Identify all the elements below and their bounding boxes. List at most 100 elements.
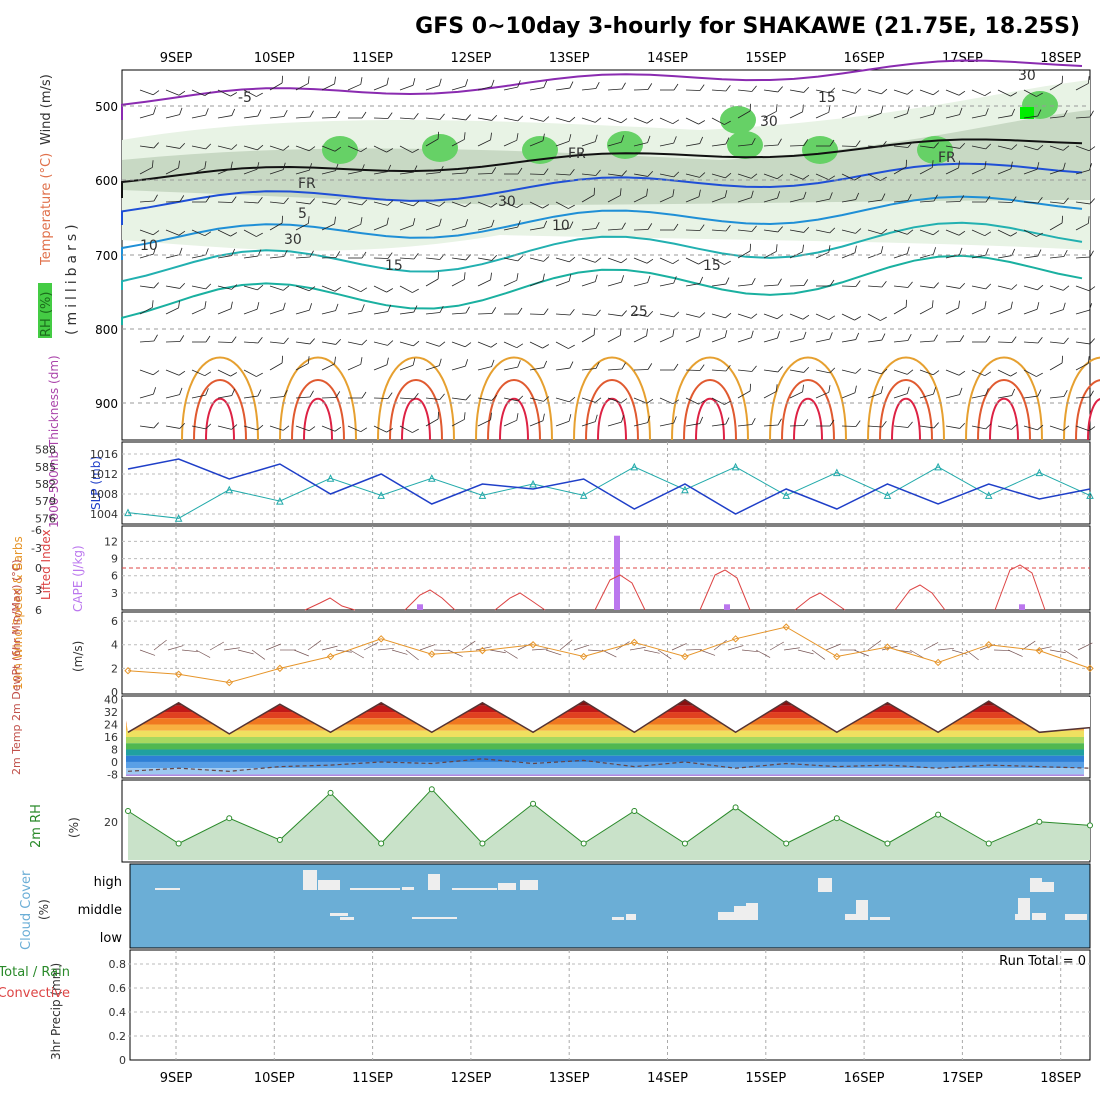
- barb-flag: [673, 363, 679, 371]
- wind-barb: [945, 335, 965, 343]
- barb-flag: [699, 312, 706, 318]
- barb-shaft: [737, 197, 752, 203]
- barb-flag: [387, 112, 393, 119]
- barb-shaft: [659, 335, 673, 343]
- barb-flag: [828, 315, 836, 321]
- barb-shaft: [581, 421, 596, 427]
- barb-flag: [672, 399, 680, 405]
- wind-barb: [737, 137, 756, 147]
- wind-barb: [815, 227, 836, 234]
- barb-flag: [906, 386, 910, 394]
- cloud-bar: [612, 917, 624, 920]
- barb-flag: [178, 90, 186, 96]
- wind-barb: [348, 391, 367, 399]
- wind-barb: [997, 108, 1016, 119]
- barb-shaft: [165, 394, 180, 399]
- barb-flag: [619, 188, 622, 196]
- barb-shaft: [477, 419, 491, 427]
- barb-flag: [959, 247, 963, 255]
- wind10-barb: [139, 649, 156, 656]
- temp-band: [126, 730, 1084, 737]
- cloud-bar: [318, 880, 340, 890]
- barb-shaft: [1023, 115, 1038, 119]
- barb-shaft: [529, 87, 544, 91]
- barb-flag: [620, 258, 628, 264]
- day-label-bottom: 12SEP: [450, 1071, 491, 1086]
- wind-barb: [841, 332, 860, 343]
- wind-barb: [737, 243, 751, 259]
- rh2m-label: 2m RH: [29, 804, 44, 848]
- wind-barb: [763, 313, 784, 320]
- barb-flag: [465, 219, 469, 227]
- wind10-barb: [251, 649, 266, 660]
- wind-barb: [581, 309, 601, 316]
- barb-shaft: [503, 649, 518, 659]
- barb-shaft: [1049, 396, 1064, 399]
- wind-barb: [295, 216, 310, 231]
- barb-flag: [151, 160, 154, 168]
- barb-flag: [386, 77, 389, 85]
- barb-shaft: [581, 141, 596, 147]
- barb-shaft: [251, 649, 266, 660]
- barb-shaft: [919, 340, 934, 343]
- wind-barb: [269, 215, 283, 231]
- barb-flag: [1063, 337, 1069, 344]
- barb-shaft: [373, 425, 387, 433]
- wind-barb: [893, 141, 913, 148]
- barb-shaft: [1049, 145, 1064, 151]
- wind-barb: [451, 394, 471, 401]
- barb-shaft: [737, 250, 751, 259]
- cloud-bar: [520, 880, 538, 890]
- barb-flag: [803, 419, 809, 426]
- barb-flag: [1036, 92, 1043, 97]
- wind-barb: [789, 279, 809, 287]
- barb-flag: [594, 274, 598, 282]
- thickness-point: [833, 468, 841, 477]
- barb-flag: [829, 227, 836, 234]
- wind-barb: [425, 393, 445, 400]
- barb-shaft: [867, 112, 882, 119]
- wind-barb: [685, 397, 706, 405]
- barb-shaft: [893, 200, 908, 203]
- wind-barb: [815, 367, 836, 374]
- barb-flag: [439, 165, 444, 173]
- barb-flag: [621, 310, 627, 317]
- wind-barb: [1023, 337, 1043, 344]
- barb-shaft: [243, 341, 258, 344]
- barb-flag: [646, 398, 654, 404]
- barb-shaft: [993, 649, 1011, 651]
- wind-barb: [633, 363, 653, 371]
- wind-barb: [139, 142, 159, 149]
- barb-flag: [491, 394, 498, 401]
- barb-shaft: [529, 280, 544, 287]
- barb-flag: [880, 176, 887, 181]
- rh2m-point: [935, 811, 942, 818]
- barb-flag: [1036, 302, 1040, 310]
- barb-shaft: [909, 649, 925, 659]
- wind-barb: [477, 272, 492, 287]
- rh2m-point: [226, 815, 233, 822]
- barb-shaft: [555, 313, 570, 316]
- barb-flag: [568, 344, 575, 349]
- barb-shaft: [477, 257, 492, 261]
- barb-shaft: [555, 257, 570, 263]
- barb-flag: [413, 340, 420, 347]
- barb-flag: [1062, 302, 1066, 310]
- barb-shaft: [919, 425, 934, 429]
- barb-flag: [621, 135, 625, 143]
- wind-barb: [763, 278, 782, 287]
- wind-barb: [503, 360, 521, 371]
- barb-shaft: [737, 313, 752, 319]
- barb-flag: [594, 414, 598, 422]
- wind-barb: [1023, 197, 1043, 204]
- barb-flag: [985, 248, 989, 256]
- wind-barb: [373, 252, 393, 259]
- barb-shaft: [461, 640, 476, 651]
- barb-shaft: [243, 201, 258, 204]
- barb-shaft: [321, 83, 335, 91]
- wind-barb: [373, 392, 393, 399]
- barb-flag: [308, 146, 316, 152]
- barb-shaft: [711, 423, 726, 427]
- barb-flag: [959, 422, 966, 429]
- barb-shaft: [451, 225, 466, 231]
